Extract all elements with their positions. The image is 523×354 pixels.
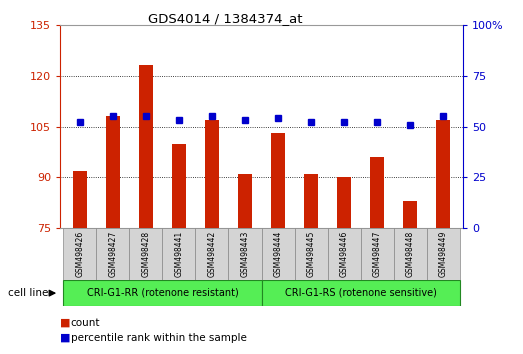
- Bar: [196, 228, 229, 280]
- Text: GSM498426: GSM498426: [75, 231, 84, 277]
- Bar: [96, 228, 130, 280]
- Bar: [327, 228, 360, 280]
- Text: GSM498442: GSM498442: [208, 231, 217, 277]
- Bar: [206, 120, 219, 228]
- Bar: [370, 157, 384, 228]
- Text: CRI-G1-RR (rotenone resistant): CRI-G1-RR (rotenone resistant): [87, 288, 238, 298]
- Text: GSM498445: GSM498445: [306, 231, 315, 277]
- Bar: [139, 65, 153, 228]
- Bar: [63, 280, 262, 306]
- Bar: [262, 228, 294, 280]
- Text: GSM498428: GSM498428: [141, 231, 151, 277]
- Bar: [262, 280, 460, 306]
- Text: CRI-G1-RS (rotenone sensitive): CRI-G1-RS (rotenone sensitive): [285, 288, 437, 298]
- Text: GSM498427: GSM498427: [108, 231, 118, 277]
- Bar: [173, 143, 186, 228]
- Text: GSM498441: GSM498441: [175, 231, 184, 277]
- Text: GSM498444: GSM498444: [274, 231, 282, 277]
- Bar: [437, 120, 450, 228]
- Text: GDS4014 / 1384374_at: GDS4014 / 1384374_at: [147, 12, 302, 25]
- Bar: [163, 228, 196, 280]
- Bar: [130, 228, 163, 280]
- Text: cell line: cell line: [8, 288, 48, 298]
- Text: percentile rank within the sample: percentile rank within the sample: [71, 333, 246, 343]
- Text: GSM498447: GSM498447: [372, 231, 382, 277]
- Bar: [106, 116, 120, 228]
- Bar: [73, 171, 86, 228]
- Text: ■: ■: [60, 333, 71, 343]
- Text: GSM498446: GSM498446: [339, 231, 348, 277]
- Bar: [63, 228, 96, 280]
- Text: GSM498443: GSM498443: [241, 231, 249, 277]
- Bar: [294, 228, 327, 280]
- Bar: [229, 228, 262, 280]
- Bar: [304, 174, 317, 228]
- Bar: [271, 133, 285, 228]
- Text: ■: ■: [60, 318, 71, 328]
- Text: GSM498448: GSM498448: [405, 231, 415, 277]
- Bar: [393, 228, 427, 280]
- Bar: [403, 201, 417, 228]
- Text: GSM498449: GSM498449: [439, 231, 448, 277]
- Bar: [337, 177, 350, 228]
- Bar: [360, 228, 393, 280]
- Text: count: count: [71, 318, 100, 328]
- Bar: [238, 174, 252, 228]
- Bar: [427, 228, 460, 280]
